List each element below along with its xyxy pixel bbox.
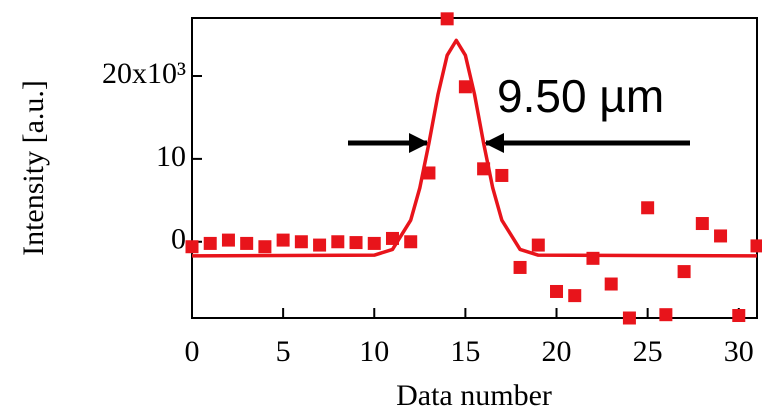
data-point xyxy=(458,80,472,94)
data-point xyxy=(313,238,327,252)
x-tick-label: 0 xyxy=(185,335,200,368)
data-point xyxy=(422,166,436,180)
data-point xyxy=(622,311,636,325)
y-tick-label: 20x10³ xyxy=(102,57,186,90)
annotation: 9.50 µm xyxy=(497,70,664,122)
data-point xyxy=(604,277,618,291)
data-point xyxy=(349,236,363,250)
data-point xyxy=(276,233,290,247)
data-point xyxy=(495,168,509,182)
y-tick-label: 10 xyxy=(156,140,186,173)
data-point xyxy=(695,217,709,231)
data-point xyxy=(258,240,272,254)
x-tick-label: 15 xyxy=(450,335,480,368)
data-point xyxy=(750,239,762,253)
x-axis-label: Data number xyxy=(396,379,552,412)
data-point xyxy=(404,235,418,249)
data-point xyxy=(203,236,217,250)
data-point xyxy=(367,236,381,250)
plot-frame xyxy=(191,17,758,319)
data-point xyxy=(513,260,527,274)
data-point xyxy=(550,284,564,298)
data-point xyxy=(294,235,308,249)
x-tick-label: 20 xyxy=(542,335,572,368)
fit-line xyxy=(191,38,758,258)
data-point xyxy=(240,236,254,250)
y-axis-label: Intensity [a.u.] xyxy=(17,80,50,256)
data-point xyxy=(221,233,235,247)
data-point xyxy=(714,229,728,243)
data-point xyxy=(659,308,673,322)
x-tick-label: 10 xyxy=(359,335,389,368)
data-point xyxy=(641,201,655,215)
x-tick-label: 30 xyxy=(724,335,754,368)
y-tick-label: 0 xyxy=(171,223,186,256)
x-tick-label: 25 xyxy=(633,335,663,368)
data-point xyxy=(185,240,199,254)
data-point xyxy=(732,309,746,323)
data-point xyxy=(568,289,582,303)
x-tick-label: 5 xyxy=(276,335,291,368)
data-point xyxy=(331,235,345,249)
data-point xyxy=(677,265,691,279)
data-point xyxy=(440,12,454,26)
data-point xyxy=(531,238,545,252)
